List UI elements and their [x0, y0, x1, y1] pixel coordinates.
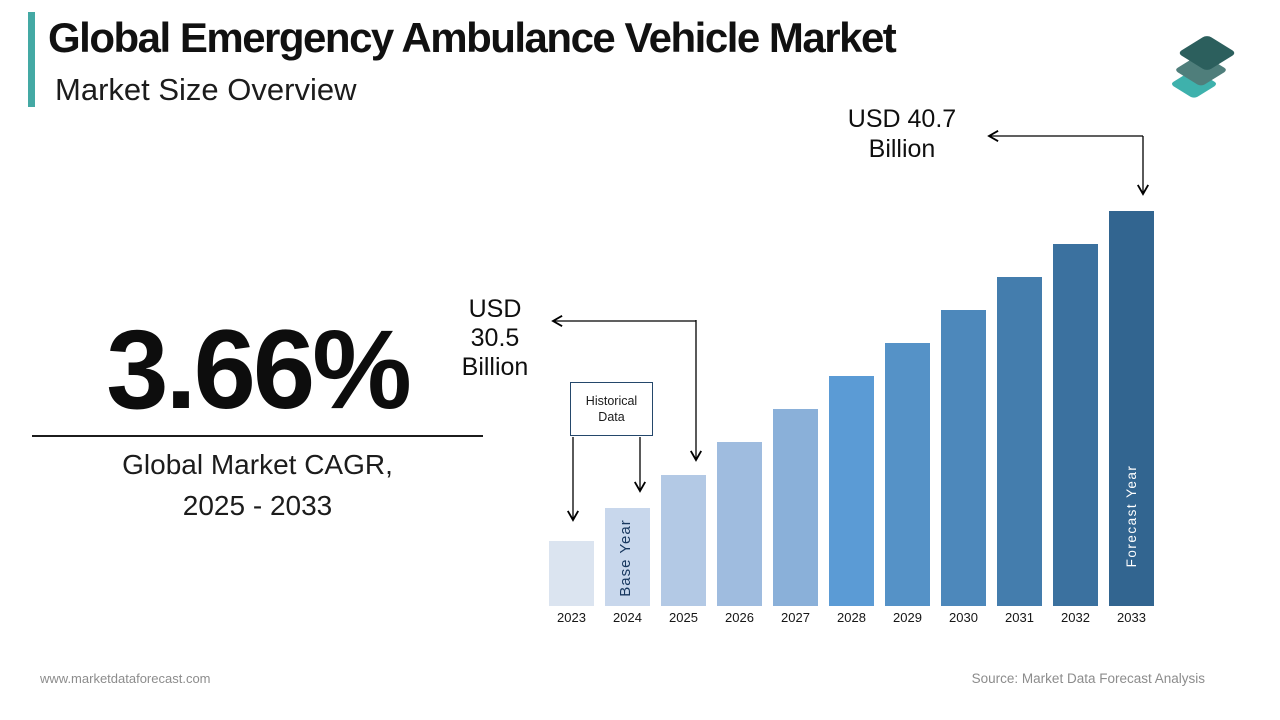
x-axis-label-2028: 2028: [837, 610, 866, 625]
chart-bar-2032: [1053, 244, 1098, 606]
x-axis-label-2023: 2023: [557, 610, 586, 625]
value-callout-2025: USD 30.5 Billion: [445, 295, 545, 382]
historical-data-box: Historical Data: [570, 382, 653, 436]
x-axis-label-2032: 2032: [1061, 610, 1090, 625]
callout-2025-line3: Billion: [461, 353, 529, 381]
chart-bar-2024: [605, 508, 650, 606]
callout-2025-line2: 30.5: [470, 324, 520, 352]
cagr-caption: Global Market CAGR, 2025 - 2033: [30, 444, 485, 526]
cagr-caption-line1: Global Market CAGR,: [122, 449, 393, 480]
chart-bar-2026: [717, 442, 762, 606]
historical-data-line1: Historical: [585, 393, 638, 408]
x-axis-label-2024: 2024: [613, 610, 642, 625]
logo-layer-top: [1179, 36, 1235, 70]
chart-bar-2025: [661, 475, 706, 606]
footer-website: www.marketdataforecast.com: [40, 671, 211, 686]
cagr-value: 3.66%: [106, 307, 412, 432]
stat-divider-line: [32, 435, 483, 437]
page-subtitle: Market Size Overview: [55, 72, 357, 107]
value-callout-2033: USD 40.7 Billion: [822, 104, 982, 164]
company-logo-icon: [1172, 36, 1235, 98]
callout-2025-line1: USD: [468, 295, 522, 323]
chart-bar-2023: [549, 541, 594, 606]
chart-bar-2028: [829, 376, 874, 606]
chart-bar-2033: [1109, 211, 1154, 606]
callout-2033-line1: USD 40.7: [847, 105, 957, 133]
forecast-year-label: Forecast Year: [1124, 464, 1139, 568]
page-title: Global Emergency Ambulance Vehicle Marke…: [48, 14, 897, 61]
x-axis-label-2027: 2027: [781, 610, 810, 625]
callout-2033-line2: Billion: [868, 135, 936, 163]
x-axis-label-2029: 2029: [893, 610, 922, 625]
x-axis-label-2031: 2031: [1005, 610, 1034, 625]
chart-bar-2027: [773, 409, 818, 606]
chart-bar-2030: [941, 310, 986, 606]
x-axis-label-2026: 2026: [725, 610, 754, 625]
x-axis-label-2030: 2030: [949, 610, 978, 625]
chart-bar-2029: [885, 343, 930, 606]
x-axis-labels: 2023 2024 2025 2026 2027 2028 2029 2030 2031 2032…: [549, 610, 1164, 626]
cagr-caption-line2: 2025 - 2033: [182, 490, 333, 521]
title-accent-bar: [28, 12, 35, 107]
bar-chart: [549, 190, 1164, 606]
footer-source: Source: Market Data Forecast Analysis: [971, 671, 1205, 686]
x-axis-label-2025: 2025: [669, 610, 698, 625]
x-axis-label-2033: 2033: [1117, 610, 1146, 625]
historical-data-line2: Data: [598, 410, 625, 424]
base-year-label: Base Year: [617, 519, 634, 597]
chart-bar-2031: [997, 277, 1042, 606]
